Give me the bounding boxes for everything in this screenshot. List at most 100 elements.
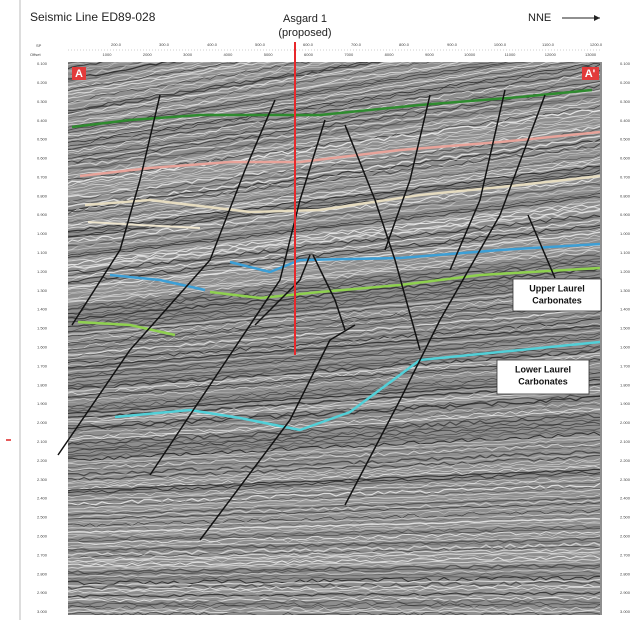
time-tick-label: 0.100 — [37, 61, 48, 66]
time-tick-label: 0.400 — [37, 118, 48, 123]
reflector — [68, 349, 601, 390]
reflector — [68, 62, 169, 78]
reflector — [68, 249, 601, 304]
reflector — [68, 109, 601, 185]
reflector — [68, 522, 601, 538]
reflector — [68, 66, 601, 148]
fault — [199, 324, 356, 541]
reflector — [68, 403, 601, 436]
horizon — [209, 266, 601, 300]
reflector — [68, 499, 601, 519]
reflector — [68, 611, 601, 615]
reflector — [68, 138, 601, 211]
reflector — [68, 62, 601, 143]
reflector — [68, 62, 231, 89]
reflector — [68, 332, 601, 376]
time-tick-label: 0.100 — [620, 61, 631, 66]
reflector — [68, 237, 601, 294]
horizon — [79, 130, 601, 178]
time-tick-label: 1.700 — [620, 363, 631, 368]
reflector — [68, 245, 601, 301]
reflector — [68, 226, 601, 284]
time-tick-label: 0.900 — [620, 212, 631, 217]
time-tick-label: 2.500 — [620, 515, 631, 520]
time-tick-label: 1.100 — [37, 250, 48, 255]
reflector — [68, 239, 601, 296]
reflector — [68, 571, 601, 580]
reflector — [68, 412, 601, 444]
time-tick-label: 1.600 — [37, 345, 48, 350]
reflector — [68, 468, 601, 492]
time-tick-label: 0.600 — [37, 156, 48, 161]
annotation: Carbonates — [532, 295, 582, 305]
arrow-head — [594, 15, 600, 21]
reflector — [68, 535, 601, 550]
time-tick-label: 1.900 — [37, 401, 48, 406]
reflector — [68, 471, 601, 494]
horizon — [71, 88, 593, 129]
reflector — [68, 255, 601, 311]
reflector — [68, 306, 601, 354]
reflector — [68, 502, 601, 520]
reflector — [68, 288, 601, 337]
reflector — [68, 492, 601, 512]
sp-tick-label: 400.0 — [207, 42, 218, 47]
fault — [149, 119, 326, 476]
time-tick-label: 1.000 — [620, 231, 631, 236]
reflector — [68, 311, 601, 359]
reflector — [68, 439, 601, 468]
reflector — [68, 64, 601, 147]
reflector — [68, 591, 601, 599]
reflector — [68, 586, 601, 594]
reflector — [68, 454, 601, 481]
reflector — [68, 431, 601, 462]
time-tick-label: 0.300 — [37, 99, 48, 104]
marker: A — [75, 68, 83, 80]
reflector — [68, 193, 601, 256]
time-tick-label: 1.300 — [37, 288, 48, 293]
reflector — [68, 133, 601, 205]
reflector — [68, 278, 601, 328]
time-tick-label: 2.600 — [620, 533, 631, 538]
time-tick-label: 2.300 — [620, 477, 631, 482]
time-tick-label: 1.200 — [620, 269, 631, 274]
time-tick-label: 2.400 — [37, 496, 48, 501]
reflector — [68, 219, 600, 278]
reflector — [68, 84, 601, 164]
horizon — [87, 221, 201, 229]
reflector — [68, 221, 601, 281]
reflector — [68, 424, 600, 455]
reflector — [68, 62, 561, 137]
reflector — [68, 100, 601, 176]
annotation: Carbonates — [518, 376, 568, 386]
reflector — [68, 563, 601, 575]
reflector — [68, 76, 601, 157]
reflector — [68, 62, 212, 88]
fault — [71, 94, 161, 326]
reflector — [68, 180, 601, 245]
interpretation — [57, 42, 601, 541]
reflector — [68, 512, 601, 529]
time-tick-label: 2.700 — [37, 552, 48, 557]
reflector — [68, 216, 601, 277]
sp-tick-label: 600.0 — [303, 42, 314, 47]
reflector — [68, 252, 601, 307]
offset-tick-label: 4000 — [223, 52, 233, 57]
reflector — [68, 154, 601, 223]
labels: A A' Upper Laurel Carbonates Lower Laurel Car… — [72, 67, 602, 395]
offset-tick-label: 7000 — [344, 52, 354, 57]
reflector — [68, 185, 601, 251]
reflector — [68, 337, 601, 380]
reflector — [68, 62, 369, 112]
reflector — [68, 541, 601, 557]
time-tick-label: 0.200 — [620, 80, 631, 85]
offset-tick-label: 5000 — [264, 52, 274, 57]
reflector — [68, 551, 601, 563]
reflector — [68, 308, 601, 356]
reflector — [68, 537, 601, 552]
reflector — [68, 89, 601, 167]
reflector — [68, 96, 601, 174]
reflector — [68, 589, 601, 596]
horizon — [84, 174, 601, 214]
reflector — [68, 520, 601, 536]
